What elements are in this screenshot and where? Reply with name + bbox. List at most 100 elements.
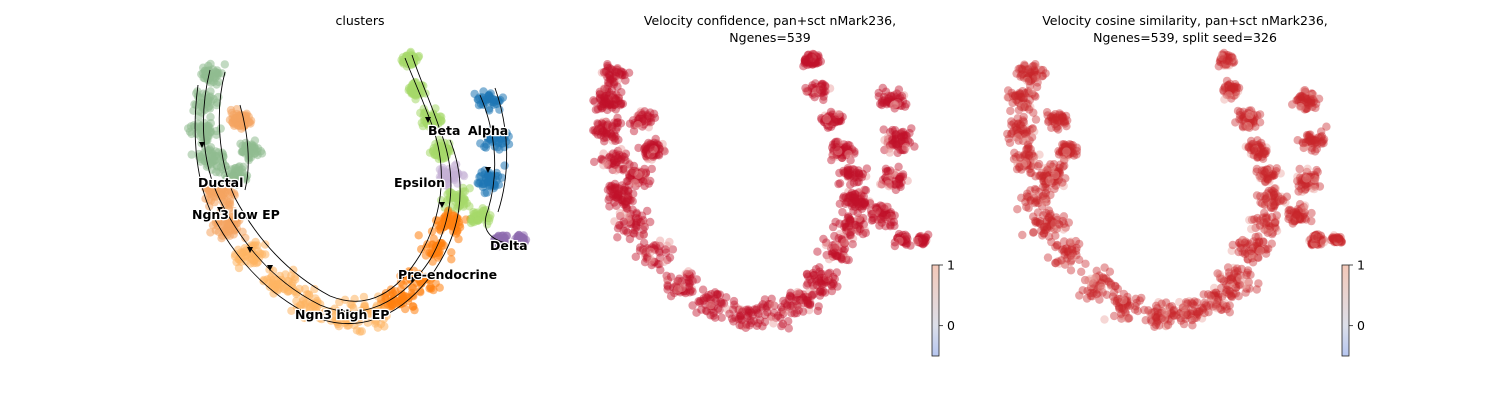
cell-point: [1227, 274, 1236, 283]
cell-point: [844, 218, 854, 228]
cell-point: [1222, 56, 1231, 65]
cell-point: [871, 203, 880, 212]
cell-point: [812, 277, 821, 286]
cell-point: [894, 179, 903, 188]
cell-point: [1271, 184, 1280, 193]
cell-point: [843, 166, 852, 175]
cell-point: [641, 113, 651, 123]
cell-point: [1224, 268, 1234, 277]
cell-point: [621, 197, 630, 206]
cell-point: [876, 99, 885, 109]
cell-point: [1282, 192, 1292, 201]
cell-point: [447, 221, 457, 231]
cell-point: [675, 284, 684, 293]
cell-point: [1004, 86, 1013, 95]
cell-point: [1123, 292, 1132, 302]
cell-point: [834, 146, 843, 155]
cell-point: [612, 65, 622, 74]
cell-point: [518, 236, 527, 245]
cell-point: [833, 252, 843, 261]
cell-point: [1067, 247, 1077, 257]
cell-point: [604, 98, 613, 107]
cell-point: [1028, 89, 1037, 99]
cell-point: [1292, 207, 1301, 217]
cell-point: [1215, 298, 1224, 308]
cell-point: [839, 147, 849, 156]
cell-point: [1052, 115, 1061, 125]
cell-point: [842, 222, 851, 231]
cell-point: [1044, 116, 1053, 126]
cell-point: [843, 145, 852, 155]
cell-point: [839, 143, 849, 152]
cell-point: [845, 141, 854, 150]
cell-point: [1271, 189, 1280, 198]
cell-point: [645, 113, 654, 122]
cell-point: [1022, 194, 1032, 204]
cell-point: [1066, 145, 1076, 155]
cell-point: [1058, 216, 1067, 226]
cell-point: [1310, 136, 1319, 145]
cell-point: [844, 170, 853, 179]
cell-point: [631, 213, 641, 223]
cell-point: [822, 238, 831, 247]
cell-point: [681, 269, 690, 278]
cell-point: [1021, 88, 1030, 98]
cell-point: [1054, 168, 1064, 177]
cell-point: [1297, 180, 1306, 189]
cell-point: [1224, 90, 1233, 99]
cell-point: [1312, 134, 1321, 143]
cell-point: [624, 217, 633, 226]
cell-point: [646, 117, 656, 127]
cell-point: [873, 208, 882, 217]
cell-point: [831, 118, 840, 127]
cell-point: [893, 233, 902, 243]
cell-point: [631, 176, 640, 186]
cell-point: [801, 54, 810, 63]
cell-point: [679, 287, 688, 296]
cell-point: [1312, 144, 1321, 154]
cell-point: [599, 161, 608, 170]
cell-point: [1031, 218, 1040, 227]
cell-point: [1015, 163, 1024, 172]
cell-point: [1265, 221, 1275, 230]
cell-point: [652, 143, 661, 152]
cell-point: [1060, 117, 1070, 126]
cell-point: [199, 118, 209, 128]
cell-point: [1243, 249, 1252, 258]
cell-point: [645, 143, 655, 153]
cell-point: [788, 301, 798, 310]
cell-point: [807, 88, 816, 97]
cell-point: [1285, 205, 1294, 214]
cell-point: [1333, 236, 1342, 245]
cell-point: [1005, 138, 1015, 147]
cell-point: [610, 160, 619, 169]
cell-point: [1242, 275, 1251, 284]
cell-point: [1293, 211, 1302, 220]
cell-point: [1046, 169, 1056, 178]
cell-point: [677, 283, 686, 293]
cell-point: [845, 222, 854, 231]
cell-point: [816, 278, 826, 288]
cell-point: [841, 147, 850, 156]
cell-point: [605, 202, 614, 211]
cell-point: [614, 135, 623, 144]
cell-point: [600, 137, 609, 146]
cell-point: [649, 146, 658, 156]
cell-point: [1306, 94, 1315, 103]
cell-point: [1248, 251, 1258, 260]
cell-point: [671, 280, 681, 289]
cell-point: [811, 274, 820, 283]
cell-point: [1022, 127, 1032, 137]
cell-point: [1178, 303, 1187, 312]
cell-point: [1051, 231, 1060, 240]
cell-point: [1071, 246, 1081, 255]
cell-point: [1270, 223, 1279, 232]
cell-point: [1315, 182, 1325, 191]
cell-point: [803, 50, 813, 60]
cell-point: [1300, 201, 1310, 210]
cell-point: [1242, 270, 1251, 280]
cell-point: [1248, 254, 1257, 263]
cell-point: [1015, 122, 1025, 131]
cell-point: [1032, 217, 1041, 226]
cell-point: [1041, 69, 1050, 78]
